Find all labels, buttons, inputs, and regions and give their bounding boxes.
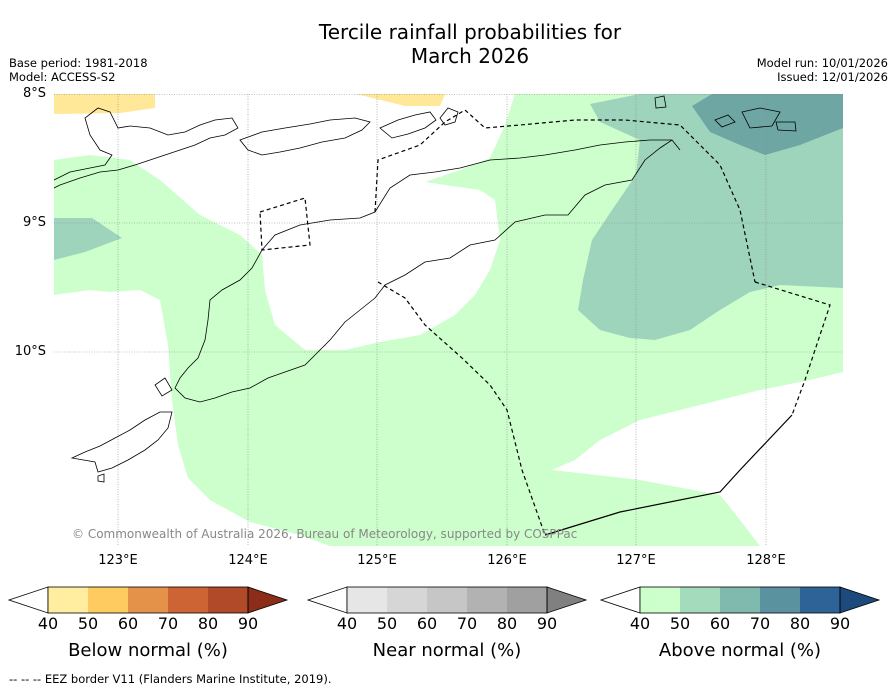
small-island-4 [741,107,781,129]
below-normal-40-patch-west [54,94,155,114]
map-title: Tercile rainfall probabilities for March… [0,20,896,68]
tick-below-60: 60 [117,614,139,633]
colorbar-above-swatches [640,587,840,613]
colorbar-above-swatch-70 [760,587,800,613]
eez-line-timor-leste [259,197,311,251]
colorbar-below-swatch-80 [208,587,248,613]
eez-solid-segment [544,414,793,536]
sumba-east-outline [70,411,173,473]
alor-island-outline [379,111,437,139]
small-island-1 [439,107,459,126]
colorbar-below-lower-arrow [8,586,49,614]
tick-near-50: 50 [376,614,398,633]
tick-above-60: 60 [709,614,731,633]
meta-right: Model run: 10/01/2026 Issued: 12/01/2026 [757,56,888,84]
colorbar-near-swatches [347,587,547,613]
title-line-1: Tercile rainfall probabilities for [318,20,622,44]
tick-below-90: 90 [237,614,259,633]
wetar-island-outline [239,117,371,156]
tick-above-90: 90 [829,614,851,633]
colorbar-below-normal [8,586,289,614]
colorbar-below-label: Below normal (%) [68,640,228,661]
small-island-5 [775,121,797,132]
base-period-text: Base period: 1981-2018 [9,56,148,70]
colorbar-below-swatch-60 [128,587,168,613]
eez-line-southwest [377,281,546,536]
tick-below-50: 50 [77,614,99,633]
tick-near-40: 40 [336,614,358,633]
tick-near-90: 90 [536,614,558,633]
copyright-text: © Commonwealth of Australia 2026, Bureau… [72,527,578,541]
tick-above-40: 40 [629,614,651,633]
tick-below-40: 40 [37,614,59,633]
lon-label-127e: 127°E [616,553,656,568]
model-text: Model: ACCESS-S2 [9,70,116,84]
tick-above-50: 50 [669,614,691,633]
small-island-3 [714,114,736,128]
tick-below-70: 70 [157,614,179,633]
colorbar-near-swatch-50 [387,587,427,613]
small-island-2 [654,95,667,109]
eez-borders [259,109,831,536]
above-normal-50-region [578,94,843,340]
lat-label-8s: 8°S [22,86,46,101]
above-normal-50-west [54,218,122,260]
tick-below-80: 80 [197,614,219,633]
northern-islands-outline [54,107,239,189]
colorbar-above-upper-arrow [839,586,881,614]
small-island-7 [97,473,105,483]
lon-label-123e: 123°E [98,553,138,568]
tick-above-70: 70 [749,614,771,633]
colorbar-below-swatch-50 [88,587,128,613]
colorbar-below-swatch-70 [168,587,208,613]
colorbar-below-swatches [48,587,248,613]
colorbar-near-label: Near normal (%) [372,640,522,661]
colorbar-above-lower-arrow [600,586,641,614]
colorbar-below-upper-arrow [247,586,289,614]
lon-label-126e: 126°E [487,553,527,568]
colorbar-near-swatch-40 [347,587,387,613]
timor-island-outline [174,139,681,403]
colorbar-above-swatch-60 [720,587,760,613]
colorbar-above-swatch-80 [800,587,840,613]
colorbar-above-swatch-50 [680,587,720,613]
colorbar-near-ticks: 40 50 60 70 80 90 [307,614,589,636]
lon-label-125e: 125°E [357,553,397,568]
eez-line-southeast [754,281,831,416]
model-run-text: Model run: 10/01/2026 [756,56,888,70]
tick-above-80: 80 [789,614,811,633]
colorbar-above-ticks: 40 50 60 70 80 90 [600,614,882,636]
tick-near-70: 70 [456,614,478,633]
lat-label-9s: 9°S [22,215,46,230]
colorbar-near-swatch-80 [507,587,547,613]
lat-label-10s: 10°S [14,344,46,359]
colorbar-above-label: Above normal (%) [658,640,822,661]
probability-map [54,94,843,546]
small-island-6 [154,377,173,397]
colorbar-near-upper-arrow [546,586,588,614]
issued-text: Issued: 12/01/2026 [777,70,888,84]
colorbar-above-swatch-40 [640,587,680,613]
colorbar-above-normal [600,586,881,614]
lon-label-128e: 128°E [746,553,786,568]
colorbar-near-swatch-70 [467,587,507,613]
colorbar-below-swatch-40 [48,587,88,613]
below-normal-40-patch-center [356,94,445,106]
title-line-2: March 2026 [410,44,530,68]
meta-left: Base period: 1981-2018 Model: ACCESS-S2 [9,56,148,84]
tick-near-60: 60 [416,614,438,633]
colorbar-near-lower-arrow [307,586,348,614]
colorbar-below-ticks: 40 50 60 70 80 90 [8,614,290,636]
lon-label-124e: 124°E [228,553,268,568]
colorbar-near-swatch-60 [427,587,467,613]
above-normal-60-region [692,94,843,155]
colorbar-near-normal [307,586,588,614]
coastlines [54,95,797,483]
tick-near-80: 80 [496,614,518,633]
eez-footnote: -- -- -- EEZ border V11 (Flanders Marine… [9,672,332,686]
